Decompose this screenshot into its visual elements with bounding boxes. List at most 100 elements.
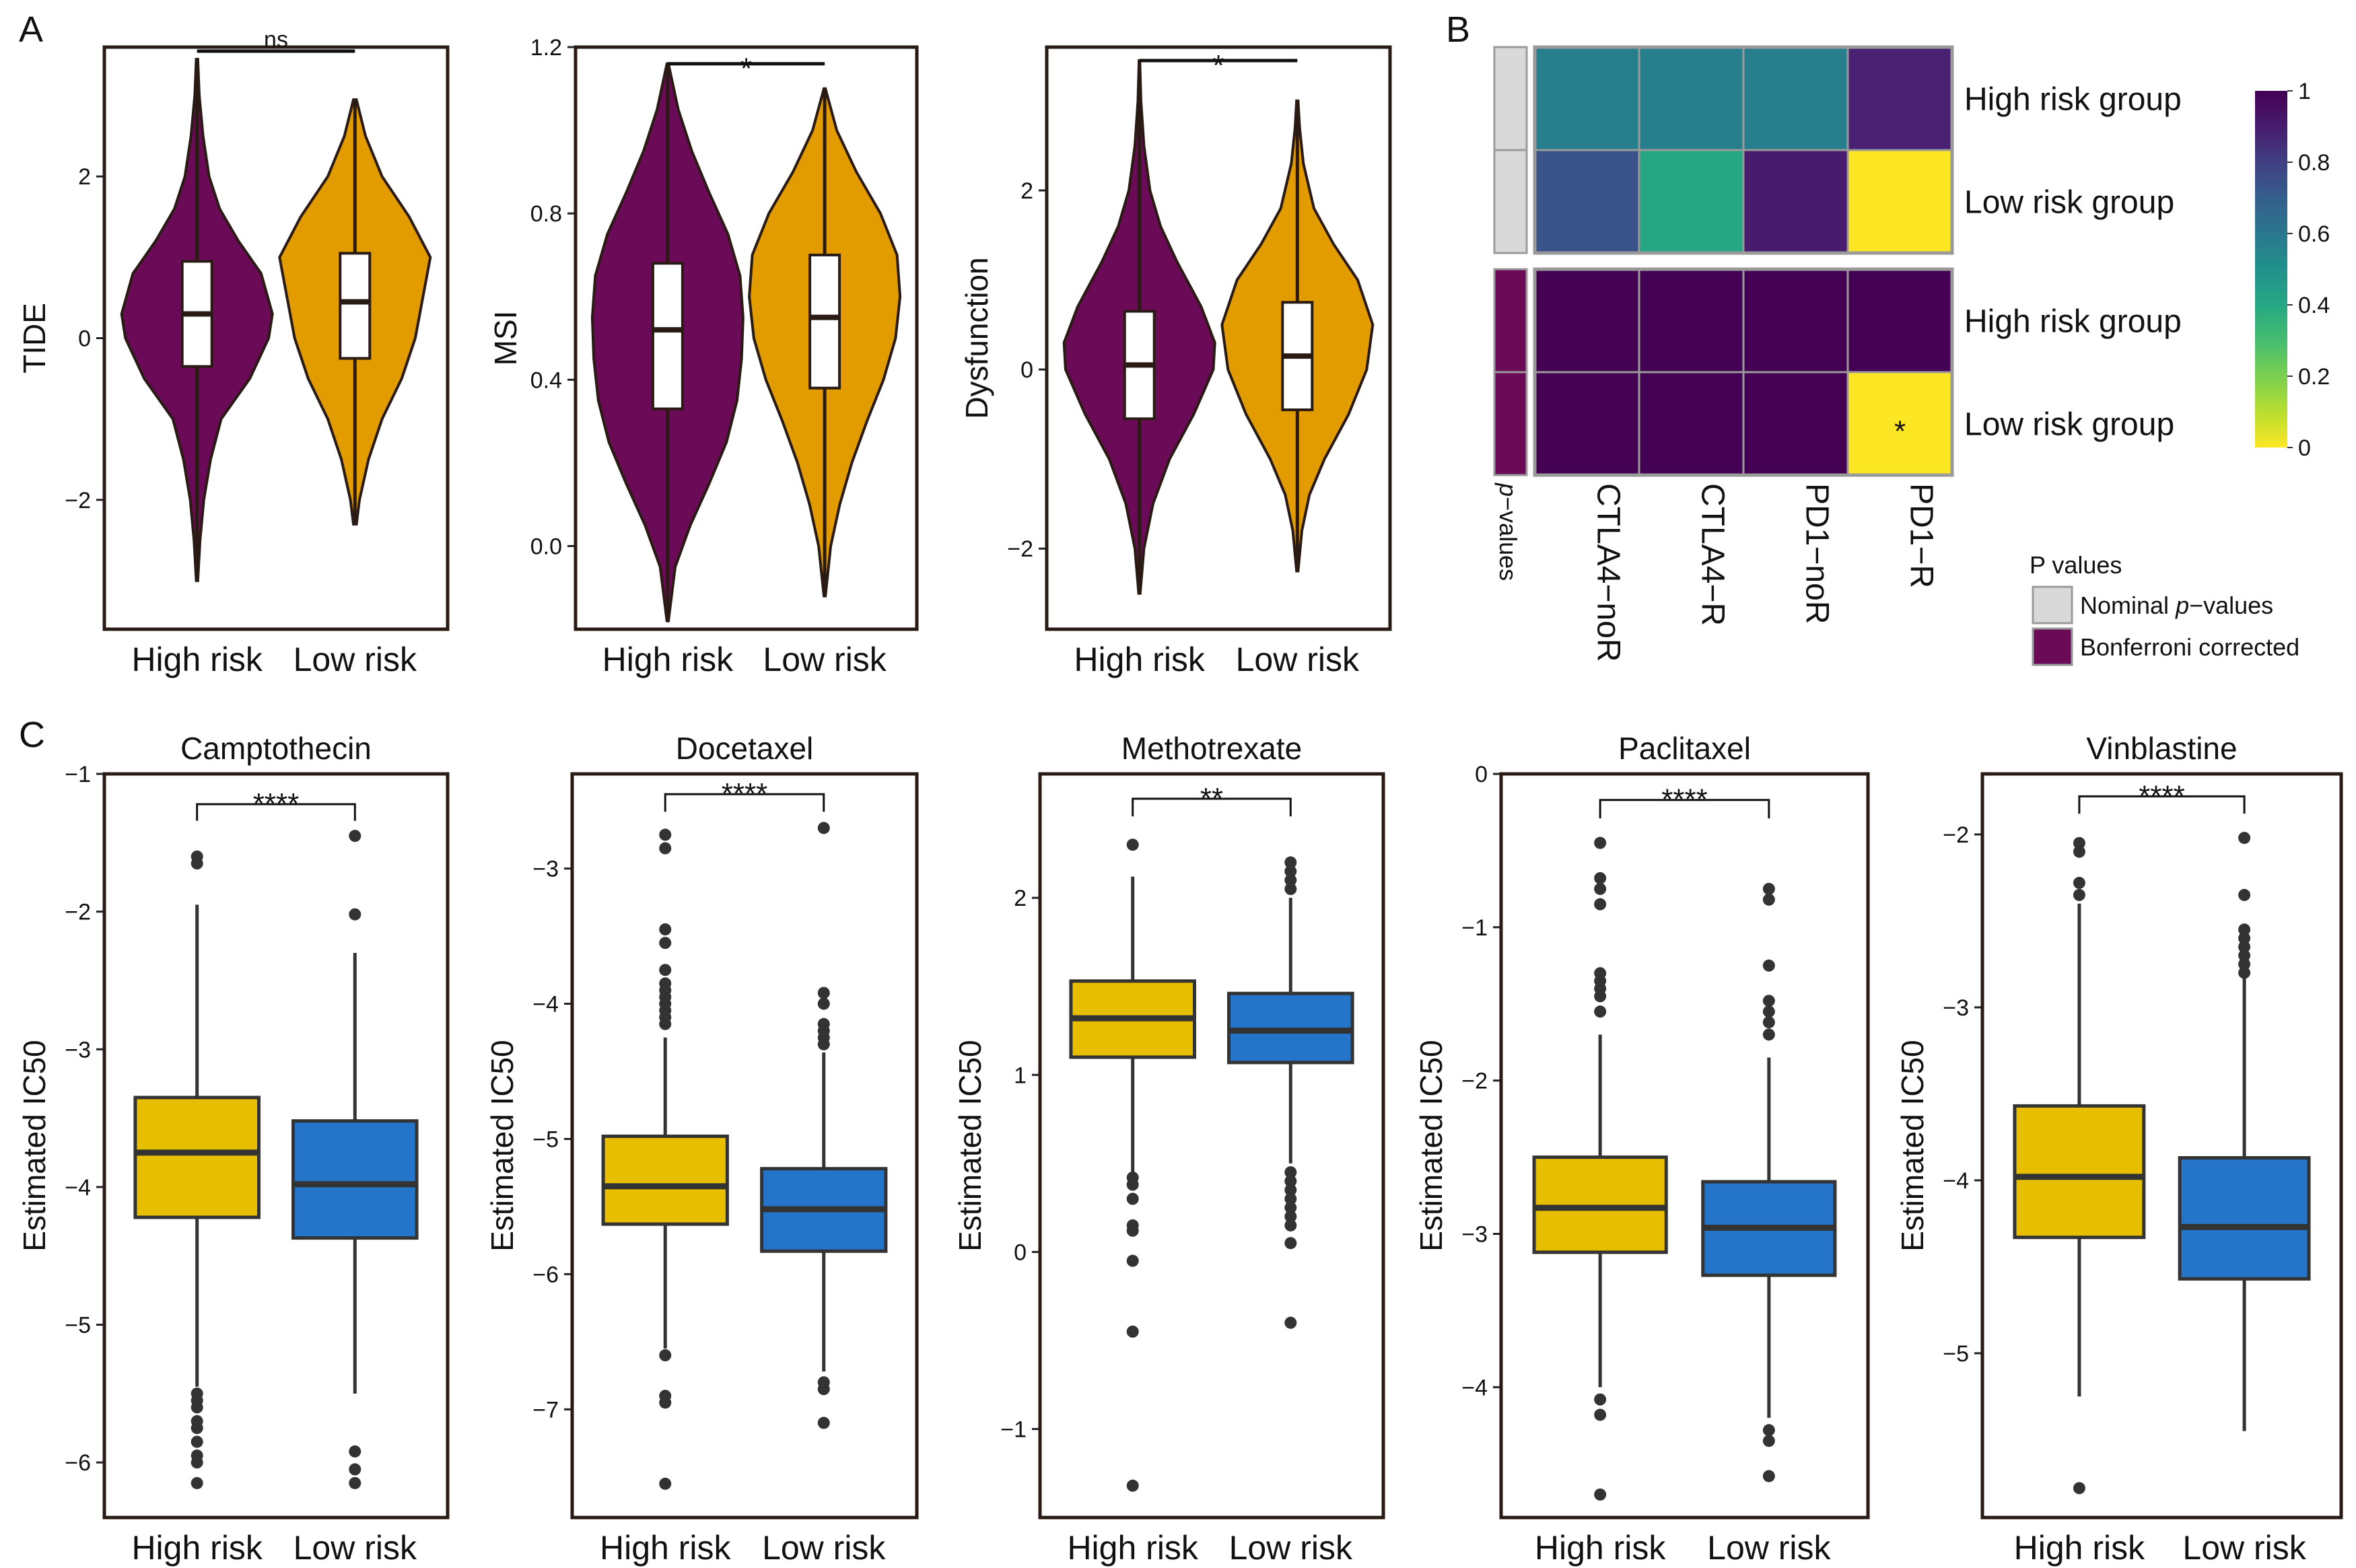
outlier-point xyxy=(2238,923,2251,936)
colorbar-tick-label: 0.4 xyxy=(2298,293,2330,318)
chart-title: Paclitaxel xyxy=(1618,731,1751,766)
heatmap-cell xyxy=(1638,149,1745,254)
outlier-point xyxy=(817,1417,830,1429)
outlier-point xyxy=(2238,932,2251,945)
outlier-point xyxy=(190,1435,203,1448)
outlier-point xyxy=(1762,1016,1775,1029)
colorbar-tick-label: 0.6 xyxy=(2298,221,2330,247)
outlier-point xyxy=(1594,1005,1607,1018)
outlier-point xyxy=(2073,1482,2085,1495)
legend-title: P values xyxy=(2030,551,2122,579)
outlier-point xyxy=(1284,856,1297,869)
outlier-point xyxy=(1284,1219,1297,1232)
side-annotation-cell xyxy=(1493,371,1528,476)
heatmap-cell xyxy=(1742,149,1849,254)
ytick-label: −5 xyxy=(65,1313,91,1339)
colorbar-tick-label: 0.8 xyxy=(2298,150,2330,176)
significance-label: * xyxy=(740,52,752,85)
x-category-label: Low risk xyxy=(293,1529,417,1567)
violin-chart-dysfunction: −2 0 2 Dysfunction High risk Low risk * xyxy=(959,45,1392,678)
violin-box xyxy=(339,252,372,360)
outlier-point xyxy=(659,923,672,936)
outlier-point xyxy=(1762,882,1775,895)
y-axis-label: Estimated IC50 xyxy=(485,1040,520,1251)
outlier-point xyxy=(1126,1254,1139,1267)
heatmap-cell xyxy=(1846,268,1953,373)
chart-title: Methotrexate xyxy=(1121,731,1302,766)
outlier-point xyxy=(1594,836,1607,849)
significance-label: ** xyxy=(1200,782,1223,815)
heatmap-cell xyxy=(1533,46,1640,151)
ytick-label: 2 xyxy=(78,164,91,190)
panel-label-c: C xyxy=(19,715,45,755)
side-annotation-label-italic: p xyxy=(1494,483,1522,497)
outlier-point xyxy=(190,1401,203,1414)
outlier-point xyxy=(349,908,361,921)
outlier-point xyxy=(1594,1393,1607,1406)
x-category-label: High risk xyxy=(1067,1529,1198,1567)
outlier-point xyxy=(190,1456,203,1469)
legend-item-label: Bonferroni corrected xyxy=(2080,633,2299,661)
ytick-label: −6 xyxy=(65,1450,91,1476)
side-annotation-cell xyxy=(1493,268,1528,373)
outlier-point xyxy=(190,857,203,870)
heatmap-cell xyxy=(1638,371,1745,476)
significance-label: **** xyxy=(1661,783,1708,816)
outlier-point xyxy=(2238,940,2251,953)
heatmap-row-label: High risk group xyxy=(1964,304,2182,340)
box-chart-vinblastine: −5 −4 −3 −2 Estimated IC50 High risk Low risk V… xyxy=(1895,731,2343,1567)
outlier-point xyxy=(349,1463,361,1476)
heatmap-cell-annotation: * xyxy=(1894,415,1906,448)
violin-box xyxy=(651,262,684,411)
ytick-label: 0 xyxy=(1020,357,1033,383)
ytick-label: −2 xyxy=(1461,1069,1488,1094)
outlier-point xyxy=(817,1383,830,1396)
outlier-point xyxy=(1284,1175,1297,1188)
side-annotation-label-rest: −values xyxy=(1494,497,1522,581)
colorbar-bar xyxy=(2255,91,2287,448)
ytick-label: −6 xyxy=(532,1262,559,1287)
ytick-label: −3 xyxy=(65,1037,91,1063)
charts-layer: −2 0 2 TIDE High risk Low risk ns 0.0 0.4 0.8 1.2 M… xyxy=(17,27,2343,1567)
heatmap-column-label: PD1−R xyxy=(1904,483,1939,588)
legend-item-prefix: Bonferroni corrected xyxy=(2080,633,2299,661)
outlier-point xyxy=(817,987,830,999)
outlier-point xyxy=(1126,839,1139,851)
x-category-label: Low risk xyxy=(763,641,887,678)
violin-chart-msi: 0.0 0.4 0.8 1.2 MSI High risk Low risk * xyxy=(488,35,919,678)
plot-frame xyxy=(574,45,919,631)
heatmap-cell xyxy=(1533,268,1640,373)
outlier-point xyxy=(349,830,361,843)
legend-swatch xyxy=(2032,627,2073,666)
outlier-point xyxy=(1284,1201,1297,1214)
outlier-point xyxy=(1762,1028,1775,1041)
ytick-label: −1 xyxy=(1461,915,1488,941)
plot-frame xyxy=(102,772,450,1520)
y-axis-label: Estimated IC50 xyxy=(17,1040,52,1251)
violin-box xyxy=(808,253,841,390)
heatmap-column-label: CTLA4−R xyxy=(1695,483,1731,626)
outlier-point xyxy=(2238,888,2251,901)
plot-frame xyxy=(570,772,919,1520)
ytick-label: 1.2 xyxy=(530,35,562,61)
y-axis-label: Estimated IC50 xyxy=(952,1040,988,1251)
outlier-point xyxy=(1284,1184,1297,1197)
outlier-point xyxy=(1126,1224,1139,1237)
significance-bracket xyxy=(2078,795,2246,814)
heatmap-cell xyxy=(1742,371,1849,476)
outlier-point xyxy=(659,1396,672,1409)
x-category-label: Low risk xyxy=(2182,1529,2306,1567)
box-iqr xyxy=(133,1096,261,1219)
outlier-point xyxy=(349,1476,361,1489)
plot-frame xyxy=(1038,772,1385,1520)
outlier-point xyxy=(2238,958,2251,970)
outlier-point xyxy=(1762,1005,1775,1018)
x-category-label: High risk xyxy=(602,641,734,678)
legend-item-label: Nominal p−values xyxy=(2080,592,2273,619)
outlier-point xyxy=(817,822,830,834)
outlier-point xyxy=(1762,1435,1775,1448)
outlier-point xyxy=(1284,1237,1297,1250)
ytick-label: −4 xyxy=(532,992,559,1018)
heatmap-chart: * High risk group Low risk group High risk … xyxy=(1493,45,2330,666)
x-category-label: High risk xyxy=(600,1529,731,1567)
